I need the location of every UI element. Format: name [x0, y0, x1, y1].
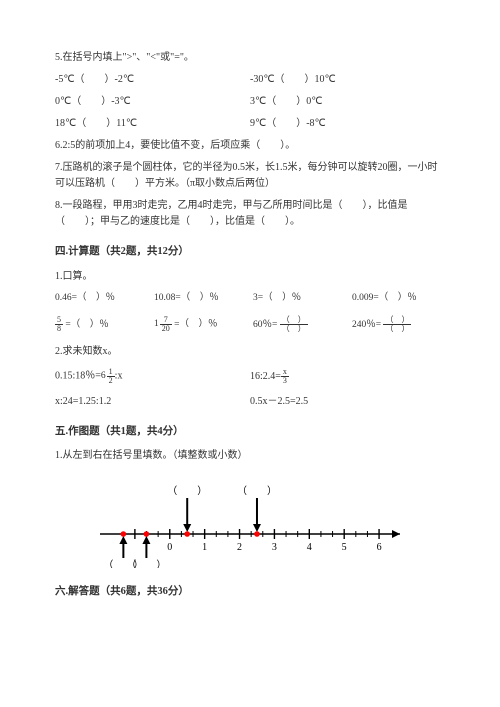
temp-row: -5℃（ ）-2℃-30℃（ ）10℃	[55, 72, 445, 88]
calc-cell: 1720 =（ ）％	[154, 316, 247, 334]
sec5-sub1: 1.从左到右在括号里填数。（填整数或小数）	[55, 448, 445, 464]
svg-text:2: 2	[237, 542, 242, 553]
equation-cell: 16:2.4=x3	[250, 368, 445, 386]
sec4-title: 四.计算题（共2题，共12分）	[55, 244, 445, 261]
q8: 8.一段路程，甲用3时走完，乙用4时走完，甲与乙所用时间比是（ ），比值是（ ）…	[55, 198, 445, 230]
number-line: 0123456（ ）（ ）（ ）（ ）	[90, 478, 410, 568]
q6: 6.2:5的前项加上4，要使比值不变，后项应乘（ ）。	[55, 138, 445, 154]
number-line-wrap: 0123456（ ）（ ）（ ）（ ）	[55, 478, 445, 568]
calc-grid: 0.46=（ ）％ 10.08=（ ）％ 3=（ ）％ 0.009=（ ）％ 58 =（…	[55, 291, 445, 334]
svg-text:5: 5	[342, 542, 347, 553]
mixed-number: 1720	[154, 316, 172, 334]
sec4-sub2-title: 2.求未知数x。	[55, 344, 445, 360]
fraction: 58	[55, 316, 63, 334]
temp-compare-cell: -5℃（ ）-2℃	[55, 72, 250, 88]
calc-cell: 0.46=（ ）％	[55, 291, 148, 306]
mixed-number: 612	[101, 368, 115, 386]
svg-text:1: 1	[202, 542, 207, 553]
svg-text:4: 4	[307, 542, 312, 553]
svg-text:（ ）: （ ）	[237, 485, 277, 497]
fraction: x3	[281, 368, 289, 386]
temp-compare-cell: 9℃（ ）-8℃	[250, 116, 445, 132]
svg-text:0: 0	[167, 542, 172, 553]
fraction: 720	[160, 316, 172, 334]
temp-compare-cell: 3℃（ ）0℃	[250, 94, 445, 110]
svg-text:（ ）: （ ）	[167, 485, 207, 497]
equation-cell: 0.5x－2.5=2.5	[250, 394, 445, 410]
q7: 7.压路机的滚子是个圆柱体，它的半径为0.5米，长1.5米，每分钟可以旋转20圈…	[55, 160, 445, 192]
svg-text:6: 6	[377, 542, 382, 553]
calc-cell: 3=（ ）％	[253, 291, 346, 306]
calc-cell: 10.08=（ ）％	[154, 291, 247, 306]
equation-cell: x:24=1.25:1.2	[55, 394, 250, 410]
fraction: （ ）（ ）	[383, 316, 411, 334]
calc-cell: 58 =（ ）％	[55, 316, 148, 334]
equation-grid: 0.15:18％=612:x16:2.4=x3x:24=1.25:1.20.5x…	[55, 368, 445, 410]
calc-cell: 0.009=（ ）％	[352, 291, 445, 306]
sec4-sub1-title: 1.口算。	[55, 269, 445, 285]
fraction: （ ）（ ）	[280, 316, 308, 334]
sec5-title: 五.作图题（共1题，共4分）	[55, 424, 445, 441]
calc-cell: 240％= （ ）（ ）	[352, 316, 445, 334]
q5-prompt: 5.在括号内填上">"、"<"或"="。	[55, 50, 445, 66]
temp-row: 0℃（ ）-3℃3℃（ ）0℃	[55, 94, 445, 110]
temp-compare-cell: 0℃（ ）-3℃	[55, 94, 250, 110]
temp-compare-cell: -30℃（ ）10℃	[250, 72, 445, 88]
temp-row: 18℃（ ）11℃9℃（ ）-8℃	[55, 116, 445, 132]
equation-cell: 0.15:18％=612:x	[55, 368, 250, 386]
temp-compare-cell: 18℃（ ）11℃	[55, 116, 250, 132]
svg-text:3: 3	[272, 542, 277, 553]
fraction: 12	[107, 368, 115, 386]
svg-text:（ ）: （ ）	[126, 559, 166, 568]
q5-rows: -5℃（ ）-2℃-30℃（ ）10℃0℃（ ）-3℃3℃（ ）0℃18℃（ ）…	[55, 72, 445, 132]
calc-cell: 60％= （ ）（ ）	[253, 316, 346, 334]
sec6-title: 六.解答题（共6题，共36分）	[55, 584, 445, 601]
